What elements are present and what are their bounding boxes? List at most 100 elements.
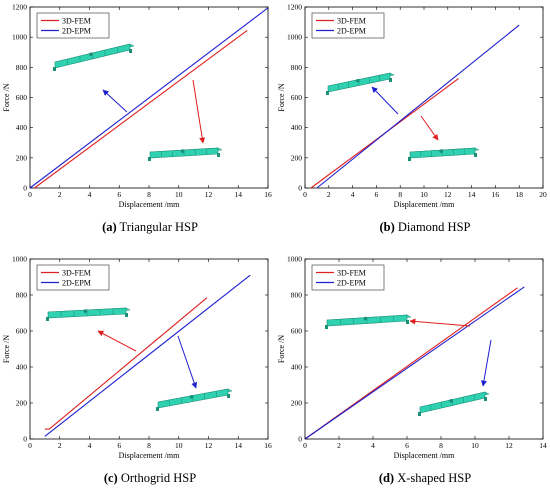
x-tick-label: 4 <box>351 190 355 199</box>
x-tick-label: 6 <box>375 190 379 199</box>
y-axis-label: Force /N <box>2 83 11 111</box>
y-tick-label: 800 <box>291 63 303 72</box>
legend-box <box>36 264 110 291</box>
y-tick-label: 800 <box>16 291 28 300</box>
model-illustration <box>325 314 412 329</box>
x-tick-label: 0 <box>28 441 32 450</box>
x-tick-label: 6 <box>117 190 121 199</box>
caption-letter: (c) <box>104 471 118 485</box>
x-tick-label: 2 <box>58 190 62 199</box>
legend-label: 3D-FEM <box>62 16 91 25</box>
model-support-left <box>156 407 159 411</box>
y-tick-label: 400 <box>16 123 28 132</box>
y-tick-label: 1000 <box>287 255 302 264</box>
x-axis-label: Displacement /mm <box>119 451 180 460</box>
model-load-point <box>363 316 368 321</box>
series-line-2d-epm <box>44 274 251 437</box>
caption-letter: (b) <box>380 220 395 234</box>
y-tick-label: 600 <box>16 93 28 102</box>
x-tick-label: 4 <box>88 190 92 199</box>
series-line-3d-fem <box>34 29 248 189</box>
model-illustration <box>148 147 223 161</box>
x-tick-label: 4 <box>371 441 375 450</box>
y-axis-label: Force /N <box>277 83 286 111</box>
annotation-arrow <box>192 79 206 144</box>
y-tick-label: 0 <box>23 435 27 444</box>
model-illustration <box>326 72 395 95</box>
x-tick-label: 18 <box>515 190 523 199</box>
series-line-2d-epm <box>29 7 269 189</box>
x-tick-label: 10 <box>420 190 428 199</box>
y-tick-label: 1000 <box>12 255 27 264</box>
x-tick-label: 0 <box>303 441 307 450</box>
x-tick-label: 16 <box>492 190 500 199</box>
y-axis-label: Force /N <box>277 335 286 363</box>
x-tick-label: 10 <box>175 190 183 199</box>
x-tick-label: 8 <box>439 441 443 450</box>
chart-panel-1: 0 2 4 6 8 10 12 14 16 0 200 400 600 800 1000 1200 Displa… <box>2 3 272 235</box>
series-line-2d-epm <box>304 286 525 440</box>
model-support-right <box>227 394 230 398</box>
model-support-right <box>484 397 487 401</box>
x-tick-label: 14 <box>235 441 243 450</box>
chart-panel-2: 0 2 4 6 8 10 12 14 16 18 20020040060080010001200Di… <box>277 3 547 235</box>
x-tick-label: 12 <box>505 441 513 450</box>
caption-text: X-shaped HSP <box>394 471 471 485</box>
y-tick-label: 400 <box>291 363 303 372</box>
y-tick-label: 1200 <box>287 3 302 12</box>
model-load-point <box>189 394 194 399</box>
x-tick-label: 16 <box>264 190 272 199</box>
annotation-arrow <box>409 318 471 327</box>
y-tick-label: 600 <box>16 327 28 336</box>
panel-caption: (d) X-shaped HSP <box>379 471 471 485</box>
model-support-right <box>125 313 128 317</box>
model-illustration <box>53 43 135 71</box>
model-support-right <box>389 78 392 82</box>
annotation-arrow <box>177 335 198 389</box>
legend-label: 2D-EPM <box>62 278 91 287</box>
model-load-point <box>83 309 88 313</box>
annotation-arrow <box>371 86 399 115</box>
annotation-arrow <box>102 89 128 113</box>
x-tick-label: 20 <box>539 190 547 199</box>
x-tick-label: 6 <box>117 441 121 450</box>
x-tick-label: 8 <box>398 190 402 199</box>
y-tick-label: 200 <box>291 153 303 162</box>
chart-panel-4: 0 2 4 6 8 10 12 14 0 200 400 600 800 1000 Displacement… <box>277 255 547 486</box>
x-tick-label: 12 <box>205 190 213 199</box>
caption-text: Triangular HSP <box>117 220 198 234</box>
y-tick-label: 400 <box>16 363 28 372</box>
legend-label: 2D-EPM <box>337 278 366 287</box>
x-tick-label: 14 <box>539 441 547 450</box>
model-support-right <box>217 153 220 157</box>
model-support-left <box>325 325 328 329</box>
panel-caption: (a) Triangular HSP <box>102 220 198 234</box>
model-support-right <box>406 320 409 324</box>
y-tick-label: 800 <box>291 291 303 300</box>
x-tick-label: 14 <box>468 190 476 199</box>
panel-caption: (c) Orthogrid HSP <box>104 471 196 485</box>
model-illustration <box>156 388 233 411</box>
model-support-left <box>326 91 329 95</box>
model-support-right <box>474 153 477 157</box>
legend-label: 3D-FEM <box>62 268 91 277</box>
annotation-arrow <box>420 115 439 141</box>
x-tick-label: 16 <box>264 441 272 450</box>
y-tick-label: 1000 <box>287 33 302 42</box>
model-load-point <box>355 78 360 83</box>
legend-box <box>311 12 385 39</box>
y-tick-label: 200 <box>16 153 28 162</box>
y-tick-label: 1200 <box>12 3 27 12</box>
model-illustration <box>408 147 480 161</box>
y-tick-label: 0 <box>298 435 302 444</box>
annotation-arrow <box>97 330 137 352</box>
model-illustration <box>46 307 131 321</box>
plot-frame <box>304 258 544 440</box>
x-tick-label: 2 <box>337 441 341 450</box>
x-axis-label: Displacement /mm <box>119 200 180 209</box>
model-support-left <box>408 157 411 161</box>
caption-text: Orthogrid HSP <box>118 471 197 485</box>
y-tick-label: 0 <box>298 184 302 193</box>
x-tick-label: 14 <box>235 190 243 199</box>
